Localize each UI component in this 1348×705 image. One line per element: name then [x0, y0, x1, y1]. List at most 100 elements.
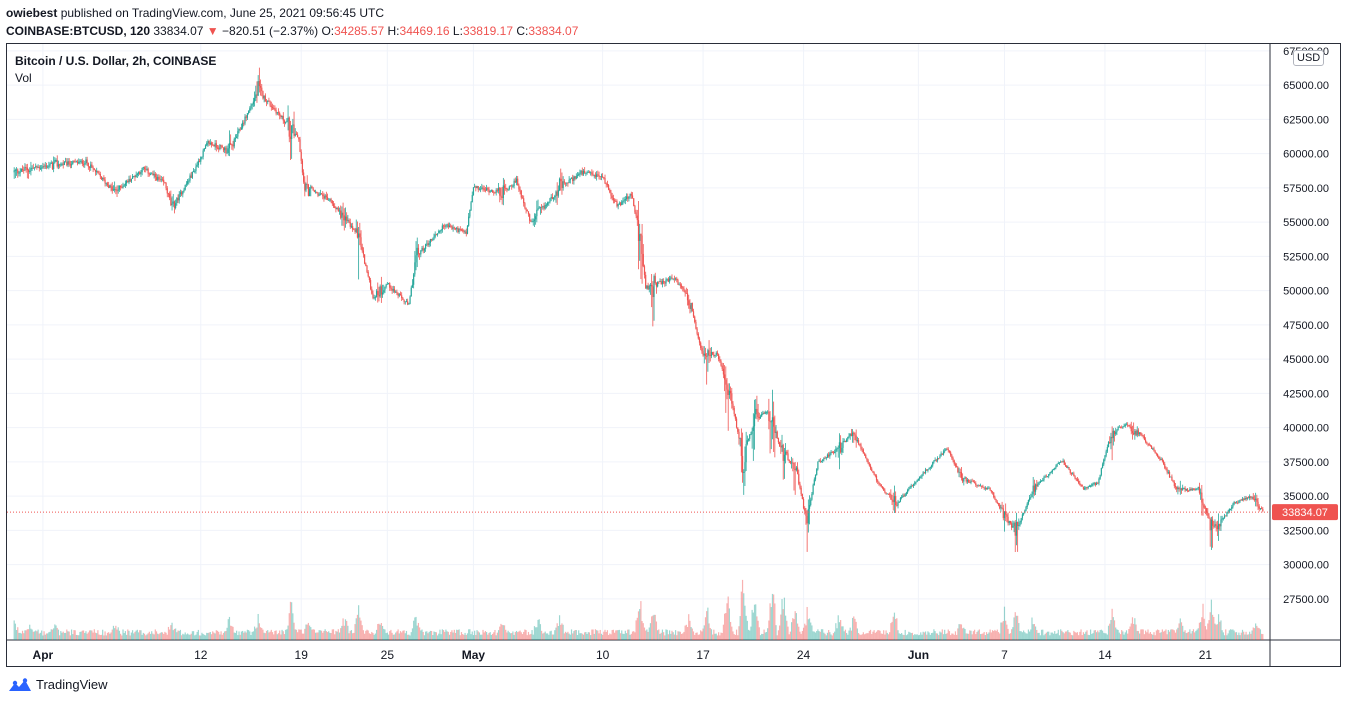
volume-bar: [32, 631, 34, 640]
candle-body: [641, 235, 643, 254]
candle-body: [780, 446, 782, 448]
volume-bar: [1238, 632, 1240, 640]
candle-body: [1008, 520, 1010, 524]
candle-body: [674, 278, 677, 280]
candle-body: [236, 136, 238, 139]
volume-bar: [670, 633, 672, 640]
volume-bar: [732, 631, 734, 640]
candle-body: [750, 434, 752, 435]
volume-bar: [1257, 627, 1259, 640]
candle-body: [1184, 487, 1186, 491]
volume-bar: [875, 631, 878, 640]
volume-bar: [547, 633, 549, 640]
volume-bar: [355, 618, 357, 640]
volume-bar: [923, 632, 925, 640]
volume-bar: [214, 633, 216, 640]
candle-body: [398, 294, 400, 296]
volume-bar: [690, 627, 692, 640]
candle-body: [114, 189, 116, 190]
volume-bar: [118, 630, 121, 640]
volume-bar: [244, 631, 246, 640]
candle-body: [970, 480, 972, 483]
volume-bar: [316, 632, 318, 640]
candle-body: [37, 166, 39, 168]
author-name[interactable]: owiebest: [6, 6, 58, 20]
volume-bar: [30, 628, 32, 640]
volume-bar: [585, 631, 587, 640]
candle-body: [1148, 443, 1150, 446]
candle-body: [769, 420, 771, 422]
volume-bar: [853, 616, 855, 640]
volume-bar: [574, 629, 576, 640]
volume-bar: [1253, 628, 1256, 640]
candle-body: [142, 167, 144, 169]
volume-bar: [1131, 617, 1134, 640]
candle-body: [361, 246, 363, 251]
candle-body: [618, 203, 620, 205]
candle-body: [312, 188, 314, 191]
candle-body: [942, 451, 945, 455]
candle-body: [169, 193, 171, 198]
candle-body: [323, 196, 325, 199]
volume-bar: [859, 634, 861, 640]
volume-bar: [938, 635, 940, 640]
volume-bar: [53, 628, 55, 640]
volume-bar: [286, 629, 288, 640]
candle-body: [1111, 436, 1113, 439]
volume-bar: [1103, 632, 1105, 640]
candle-body: [348, 220, 350, 223]
candle-body: [1013, 522, 1015, 527]
volume-bar: [463, 634, 465, 640]
volume-bar: [728, 608, 730, 640]
volume-bar: [761, 633, 763, 640]
volume-bar: [1084, 633, 1086, 640]
candle-body: [1014, 522, 1016, 536]
volume-bar: [201, 632, 203, 640]
candle-body: [121, 187, 123, 189]
volume-bar: [560, 624, 562, 640]
candle-body: [610, 192, 612, 196]
volume-bar: [1089, 629, 1092, 640]
candle-body: [575, 176, 577, 179]
candle-body: [480, 189, 482, 191]
candle-body: [725, 379, 727, 385]
volume-bar: [256, 627, 258, 640]
open-value: 34285.57: [334, 24, 385, 38]
y-tick-label: 45000.00: [1283, 354, 1329, 366]
candle-body: [360, 237, 362, 247]
volume-bar: [374, 633, 376, 640]
volume-bar: [912, 635, 915, 640]
candle-body: [625, 196, 628, 200]
volume-bar: [294, 629, 296, 640]
candle-body: [927, 469, 929, 471]
volume-bar: [999, 633, 1001, 640]
volume-bar: [128, 630, 130, 640]
volume-bar: [802, 627, 805, 640]
candle-body: [1158, 456, 1160, 459]
candle-body: [921, 474, 923, 477]
volume-bar: [965, 633, 967, 640]
candle-body: [414, 262, 416, 275]
candle-body: [190, 175, 192, 178]
volume-bar: [299, 629, 301, 640]
candle-body: [666, 278, 668, 280]
candle-body: [850, 433, 852, 437]
candle-body: [402, 297, 404, 300]
chart-frame[interactable]: [6, 43, 1341, 667]
candle-body: [1197, 487, 1199, 489]
currency-badge[interactable]: USD: [1293, 50, 1325, 66]
volume-bar: [1140, 629, 1142, 640]
candle-body: [701, 348, 703, 352]
footer-brand[interactable]: TradingView: [36, 677, 108, 692]
volume-bar: [470, 634, 472, 640]
volume-bar: [737, 635, 739, 640]
candle-body: [1155, 453, 1157, 455]
candle-body: [249, 108, 251, 112]
volume-bar: [494, 629, 496, 640]
volume-bar: [1119, 634, 1122, 640]
candle-body: [1216, 525, 1218, 530]
volume-bar: [544, 631, 546, 640]
volume-bar: [1143, 634, 1146, 640]
volume-bar: [140, 630, 142, 640]
